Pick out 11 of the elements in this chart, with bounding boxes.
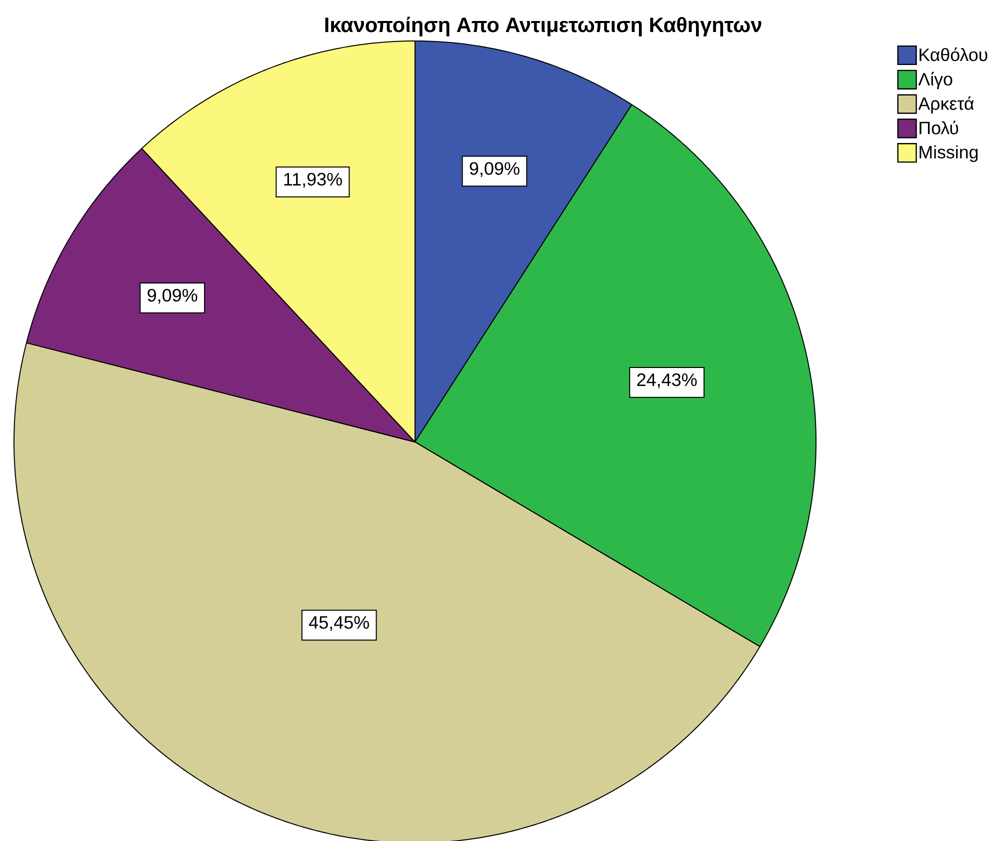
legend-label: Καθόλου — [920, 48, 988, 62]
data-label: 24,43% — [637, 373, 697, 388]
legend-label: Πολύ — [920, 120, 958, 134]
data-label: 9,09% — [148, 288, 198, 304]
data-label: 9,09% — [470, 162, 520, 178]
data-label: 11,93% — [284, 172, 342, 188]
data-label: 45,45% — [309, 616, 370, 631]
legend-label: Missing — [920, 145, 978, 162]
chart-title: Ικανοποίηση Απο Αντιμετωπιση Καθηγητων — [325, 16, 762, 36]
legend-label: Λίγο — [918, 72, 952, 90]
legend-label: Αρκετά — [918, 96, 974, 114]
